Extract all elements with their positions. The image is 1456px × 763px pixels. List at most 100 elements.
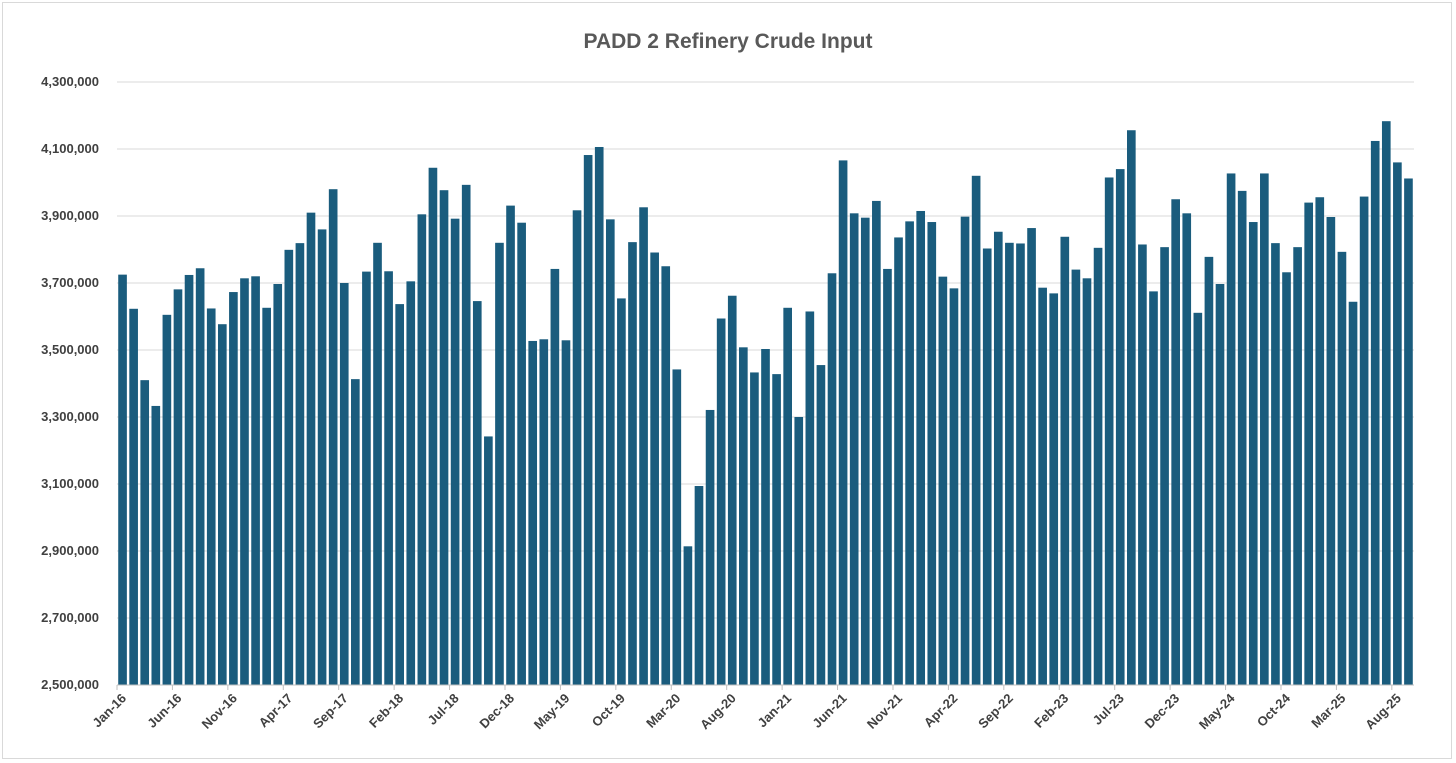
bar	[461, 184, 471, 685]
bar	[838, 160, 848, 685]
x-tick-label: Oct-19	[589, 691, 628, 730]
bar	[761, 349, 770, 685]
bar	[1071, 269, 1081, 685]
bar	[439, 190, 449, 685]
bar	[1082, 278, 1092, 685]
bar	[639, 207, 648, 686]
bar	[916, 210, 926, 686]
bar	[1315, 197, 1325, 686]
bar	[1359, 196, 1369, 685]
y-tick-label: 3,100,000	[41, 476, 99, 491]
bar	[938, 276, 948, 685]
y-tick-label: 3,500,000	[41, 342, 99, 357]
x-tick-label: Aug-25	[1362, 691, 1404, 733]
x-tick-label: Sep-17	[310, 691, 351, 732]
bar	[661, 266, 671, 685]
bar	[1115, 169, 1125, 686]
bar	[384, 271, 393, 685]
bar	[628, 242, 637, 685]
bar	[716, 318, 726, 685]
chart-title: PADD 2 Refinery Crude Input	[583, 30, 873, 53]
x-tick-label: Mar-20	[643, 691, 683, 731]
bar	[140, 380, 150, 685]
bar	[1149, 291, 1158, 686]
bar	[1182, 213, 1192, 685]
bar	[1304, 202, 1314, 685]
bar	[1193, 312, 1203, 685]
bar	[750, 372, 759, 685]
bar	[229, 292, 238, 685]
x-tick-label: Mar-25	[1308, 691, 1348, 731]
x-tick-label: Apr-22	[921, 691, 961, 731]
bar	[739, 347, 748, 685]
bar	[883, 268, 892, 685]
bar	[1370, 140, 1380, 685]
bar	[827, 273, 837, 685]
bar	[816, 365, 826, 685]
bar	[1348, 301, 1358, 685]
bar	[339, 283, 349, 685]
bar	[572, 210, 582, 686]
bar	[617, 298, 626, 685]
bar	[949, 288, 959, 685]
bar	[1171, 199, 1180, 685]
x-tick-label: Jan-21	[755, 691, 795, 731]
x-tick-label: Nov-16	[199, 691, 240, 732]
bar	[317, 229, 327, 685]
bar	[583, 155, 593, 685]
bar	[727, 295, 737, 685]
bar	[506, 205, 515, 686]
bar	[251, 276, 260, 685]
bar	[849, 213, 859, 685]
x-tick-label: Oct-24	[1254, 690, 1294, 730]
bar	[1337, 251, 1347, 685]
y-tick-label: 2,900,000	[41, 543, 99, 558]
bar	[650, 252, 659, 685]
bar	[550, 268, 560, 685]
x-tick-label: Jan-16	[89, 691, 129, 731]
bar	[605, 219, 615, 685]
bar	[273, 284, 283, 685]
x-tick-label: Apr-17	[256, 691, 296, 731]
bar	[872, 200, 881, 686]
bar	[1226, 173, 1236, 685]
bar	[351, 379, 360, 685]
bar	[927, 222, 937, 685]
x-tick-label: Jun-16	[144, 691, 184, 731]
bar	[594, 146, 604, 686]
bar	[1016, 243, 1025, 685]
bar	[971, 175, 981, 686]
bar	[184, 274, 194, 685]
bar	[206, 308, 216, 685]
y-tick-label: 3,900,000	[41, 208, 99, 223]
y-tick-label: 4,100,000	[41, 141, 99, 156]
bar	[1104, 177, 1114, 686]
y-tick-label: 2,500,000	[41, 677, 99, 692]
bar	[406, 281, 416, 685]
bar	[794, 417, 804, 685]
bar	[561, 340, 571, 685]
x-tick-label: May-24	[1196, 690, 1238, 732]
x-tick-label: Sep-22	[975, 691, 1016, 732]
x-tick-label: Feb-23	[1031, 691, 1071, 731]
bar	[783, 307, 792, 685]
x-tick-label: May-19	[531, 691, 573, 733]
y-axis-tick-labels: 2,500,000 2,700,000 2,900,000 3,100,000 3,30…	[41, 74, 99, 692]
bar	[118, 274, 127, 686]
x-tick-label: Dec-23	[1141, 691, 1182, 732]
bar	[1293, 247, 1302, 685]
x-tick-label: Jun-21	[809, 691, 849, 731]
y-tick-label: 2,700,000	[41, 610, 99, 625]
bar	[240, 278, 249, 685]
bar	[1038, 287, 1047, 685]
bar	[151, 405, 161, 685]
bar	[1138, 244, 1147, 686]
bar	[1093, 247, 1103, 685]
bar	[1248, 222, 1258, 685]
bar	[129, 308, 138, 685]
x-tick-label: Feb-18	[366, 691, 406, 731]
bar	[495, 242, 504, 686]
bar	[173, 289, 183, 685]
bar	[484, 436, 493, 685]
